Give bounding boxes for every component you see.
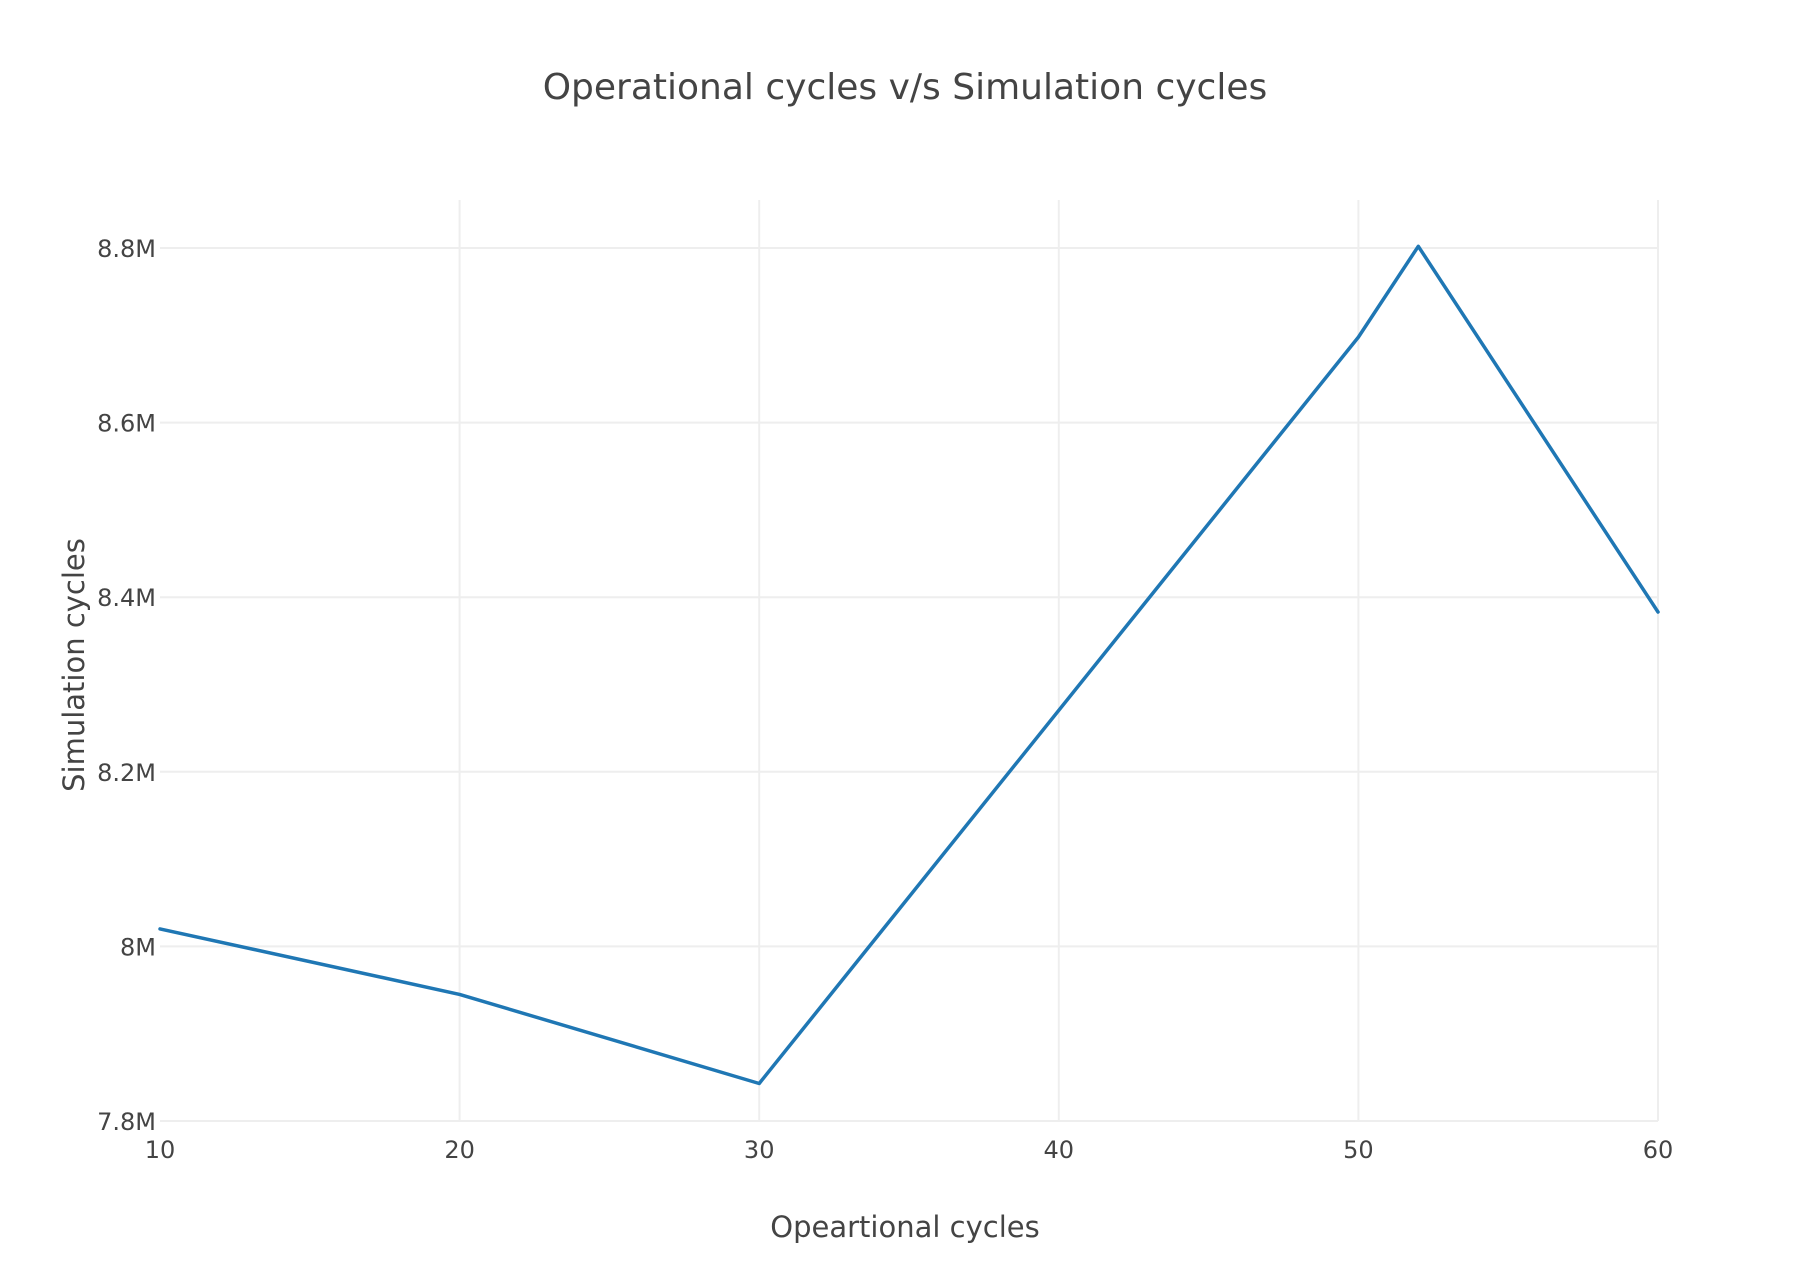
y-gridlines [160, 247, 1658, 1122]
series-layer [158, 244, 1660, 1086]
y-tick-label: 8M [120, 933, 156, 961]
x-gridlines [458, 200, 1659, 1121]
x-tick-label: 40 [1044, 1136, 1075, 1164]
y-tick-label: 7.8M [97, 1108, 156, 1136]
x-tick-label: 10 [145, 1136, 176, 1164]
x-tick-label: 30 [744, 1136, 775, 1164]
x-axis-tick-labels: 10 20 30 40 50 60 [145, 1136, 1674, 1164]
series-line [158, 244, 1660, 1086]
x-tick-label: 60 [1643, 1136, 1674, 1164]
x-axis-title: Opeartional cycles [770, 1210, 1039, 1244]
y-axis-tick-labels: 7.8M 8M 8.2M 8.4M 8.6M 8.8M [97, 235, 156, 1136]
y-tick-label: 8.4M [97, 584, 156, 612]
y-axis-title: Simulation cycles [57, 538, 91, 792]
y-tick-label: 8.6M [97, 410, 156, 438]
y-tick-label: 8.2M [97, 759, 156, 787]
chart-title: Operational cycles v/s Simulation cycles [543, 67, 1268, 108]
y-tick-label: 8.8M [97, 235, 156, 263]
x-tick-label: 50 [1343, 1136, 1374, 1164]
x-tick-label: 20 [444, 1136, 475, 1164]
